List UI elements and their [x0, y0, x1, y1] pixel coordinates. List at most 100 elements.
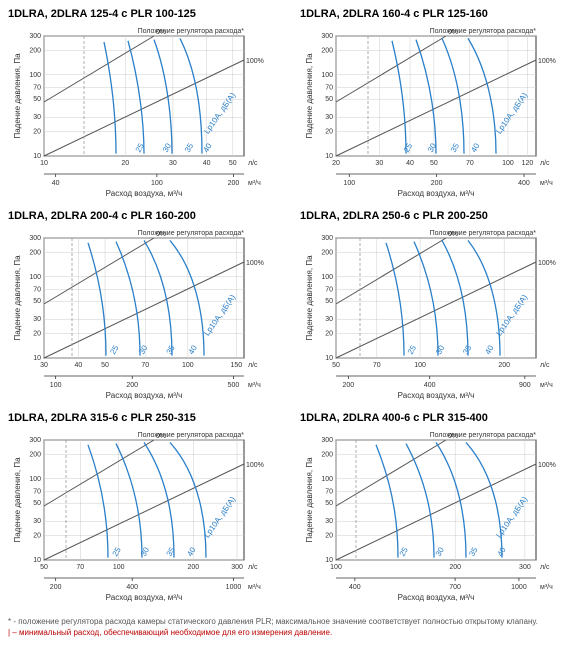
svg-text:50: 50 [33, 96, 41, 103]
chart-title: 1DLRA, 2DLRA 160-4 с PLR 125-160 [300, 8, 572, 20]
svg-text:900: 900 [519, 382, 531, 389]
svg-text:300: 300 [519, 564, 531, 571]
svg-text:100: 100 [321, 72, 333, 79]
svg-text:100: 100 [29, 72, 41, 79]
svg-text:30: 30 [325, 518, 333, 525]
svg-text:л/с: л/с [540, 564, 550, 571]
svg-text:200: 200 [321, 249, 333, 256]
svg-text:100: 100 [182, 362, 194, 369]
svg-text:70: 70 [325, 84, 333, 91]
chart-title: 1DLRA, 2DLRA 400-6 с PLR 315-400 [300, 412, 572, 424]
svg-text:100: 100 [343, 180, 355, 187]
svg-text:м³/ч: м³/ч [248, 180, 261, 187]
svg-text:20: 20 [332, 160, 340, 167]
svg-text:Падение давления, Па: Падение давления, Па [13, 457, 22, 543]
svg-text:1000: 1000 [511, 584, 527, 591]
chart-svg: 102030507010020030030405070100150л/с1002… [8, 224, 268, 404]
svg-text:50: 50 [40, 564, 48, 571]
svg-text:200: 200 [498, 362, 510, 369]
svg-text:30: 30 [325, 316, 333, 323]
svg-text:Расход воздуха, м³/ч: Расход воздуха, м³/ч [398, 593, 475, 602]
svg-text:Расход воздуха, м³/ч: Расход воздуха, м³/ч [398, 189, 475, 198]
svg-text:70: 70 [373, 362, 381, 369]
svg-text:Расход воздуха, м³/ч: Расход воздуха, м³/ч [106, 391, 183, 400]
svg-text:100: 100 [151, 180, 163, 187]
chart-svg: 10203050701002003005070100200300л/с20040… [8, 426, 268, 606]
charts-grid: 1DLRA, 2DLRA 125-4 с PLR 100-12510203050… [8, 8, 572, 606]
svg-text:100%: 100% [246, 260, 264, 267]
chart-svg: 1020305070100200300100200300л/с400700100… [300, 426, 560, 606]
svg-text:200: 200 [343, 382, 355, 389]
svg-text:20: 20 [33, 533, 41, 540]
svg-text:Падение давления, Па: Падение давления, Па [13, 255, 22, 341]
svg-text:300: 300 [29, 437, 41, 444]
svg-text:50: 50 [430, 160, 438, 167]
svg-text:Расход воздуха, м³/ч: Расход воздуха, м³/ч [106, 189, 183, 198]
svg-text:10: 10 [325, 355, 333, 362]
svg-text:500: 500 [228, 382, 240, 389]
svg-text:200: 200 [188, 564, 200, 571]
svg-text:100%: 100% [538, 260, 556, 267]
svg-text:40: 40 [406, 160, 414, 167]
svg-text:70: 70 [33, 488, 41, 495]
chart-title: 1DLRA, 2DLRA 315-6 с PLR 250-315 [8, 412, 280, 424]
svg-text:150: 150 [230, 362, 242, 369]
svg-text:30: 30 [33, 114, 41, 121]
svg-text:10: 10 [33, 557, 41, 564]
svg-text:200: 200 [29, 451, 41, 458]
svg-text:100: 100 [29, 274, 41, 281]
svg-text:50: 50 [325, 298, 333, 305]
svg-text:70: 70 [325, 286, 333, 293]
svg-text:10: 10 [40, 160, 48, 167]
svg-text:Падение давления, Па: Падение давления, Па [305, 255, 314, 341]
svg-text:Положение регулятора расхода*: Положение регулятора расхода* [138, 230, 245, 237]
chart-5: 1DLRA, 2DLRA 400-6 с PLR 315-40010203050… [300, 412, 572, 606]
svg-text:Расход воздуха, м³/ч: Расход воздуха, м³/ч [398, 391, 475, 400]
svg-text:30: 30 [375, 160, 383, 167]
svg-text:200: 200 [321, 47, 333, 54]
svg-text:50: 50 [33, 298, 41, 305]
svg-text:30: 30 [169, 160, 177, 167]
svg-text:200: 200 [449, 564, 461, 571]
chart-2: 1DLRA, 2DLRA 200-4 с PLR 160-20010203050… [8, 210, 280, 404]
svg-text:300: 300 [29, 235, 41, 242]
svg-text:40: 40 [52, 180, 60, 187]
svg-text:70: 70 [325, 488, 333, 495]
svg-text:л/с: л/с [248, 362, 258, 369]
svg-text:м³/ч: м³/ч [248, 584, 261, 591]
svg-text:200: 200 [126, 382, 138, 389]
chart-title: 1DLRA, 2DLRA 200-4 с PLR 160-200 [8, 210, 280, 222]
svg-text:50: 50 [229, 160, 237, 167]
svg-text:70: 70 [76, 564, 84, 571]
svg-text:200: 200 [50, 584, 62, 591]
svg-text:300: 300 [321, 235, 333, 242]
svg-text:70: 70 [141, 362, 149, 369]
svg-text:м³/ч: м³/ч [540, 382, 553, 389]
svg-text:100: 100 [414, 362, 426, 369]
svg-text:200: 200 [29, 249, 41, 256]
svg-text:10: 10 [325, 153, 333, 160]
svg-text:Положение регулятора расхода*: Положение регулятора расхода* [138, 432, 245, 439]
svg-text:Падение давления, Па: Падение давления, Па [13, 53, 22, 139]
svg-text:100: 100 [321, 476, 333, 483]
chart-title: 1DLRA, 2DLRA 250-6 с PLR 200-250 [300, 210, 572, 222]
svg-text:м³/ч: м³/ч [540, 584, 553, 591]
svg-text:100%: 100% [538, 462, 556, 469]
svg-text:400: 400 [126, 584, 138, 591]
svg-text:30: 30 [40, 362, 48, 369]
svg-text:300: 300 [321, 437, 333, 444]
svg-text:Положение регулятора расхода*: Положение регулятора расхода* [138, 28, 245, 35]
svg-text:300: 300 [231, 564, 243, 571]
svg-text:100: 100 [330, 564, 342, 571]
svg-text:50: 50 [332, 362, 340, 369]
svg-text:Положение регулятора расхода*: Положение регулятора расхода* [430, 230, 537, 237]
chart-svg: 10203050701002003001020304050л/с40100200… [8, 22, 268, 202]
svg-text:70: 70 [33, 84, 41, 91]
chart-title: 1DLRA, 2DLRA 125-4 с PLR 100-125 [8, 8, 280, 20]
footnote-2: | – минимальный расход, обеспечивающий н… [8, 627, 572, 638]
svg-text:л/с: л/с [540, 362, 550, 369]
svg-text:Расход воздуха, м³/ч: Расход воздуха, м³/ч [106, 593, 183, 602]
svg-text:100: 100 [321, 274, 333, 281]
svg-text:50: 50 [325, 500, 333, 507]
svg-text:л/с: л/с [540, 160, 550, 167]
